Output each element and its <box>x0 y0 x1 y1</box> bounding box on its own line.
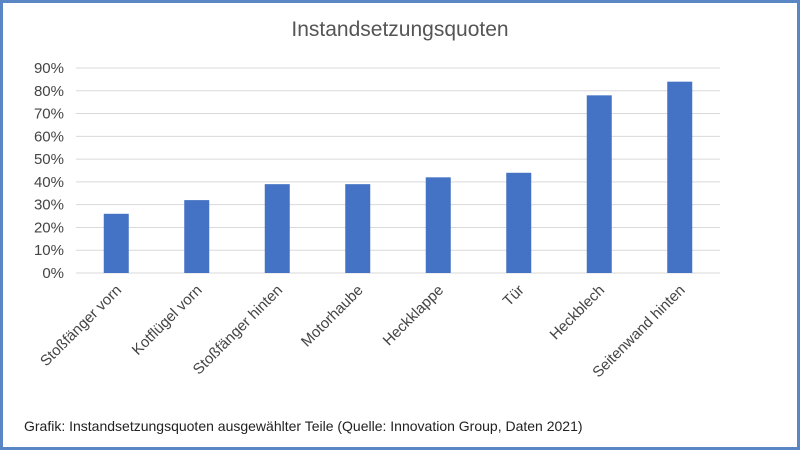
x-tick-label: Heckblech <box>547 282 609 344</box>
bar <box>425 177 451 273</box>
chart-title: Instandsetzungsquoten <box>291 18 509 41</box>
y-tick-label: 90% <box>34 60 64 77</box>
bar <box>345 184 371 273</box>
y-tick-label: 70% <box>34 106 64 123</box>
x-tick-label: Tür <box>500 282 528 310</box>
x-tick-label: Motorhaube <box>298 282 367 351</box>
y-tick-label: 30% <box>34 197 64 214</box>
bar <box>506 172 532 273</box>
y-tick-label: 50% <box>34 151 64 168</box>
bar <box>586 95 612 273</box>
x-tick-label: Stoßfänger hinten <box>190 282 286 378</box>
x-tick-label: Heckklappe <box>380 282 447 349</box>
bar <box>103 213 129 273</box>
y-tick-label: 0% <box>42 265 64 282</box>
bar <box>184 200 210 273</box>
y-tick-label: 10% <box>34 242 64 259</box>
y-tick-label: 80% <box>34 83 64 100</box>
y-tick-label: 60% <box>34 128 64 145</box>
bar <box>264 184 290 273</box>
x-tick-label: Kotflügel vorn <box>129 282 206 359</box>
y-tick-label: 20% <box>34 219 64 236</box>
chart-caption: Grafik: Instandsetzungsquoten ausgewählt… <box>24 418 583 434</box>
y-tick-label: 40% <box>34 174 64 191</box>
bar <box>667 81 693 274</box>
x-tick-label: Stoßfänger vorn <box>37 282 125 370</box>
